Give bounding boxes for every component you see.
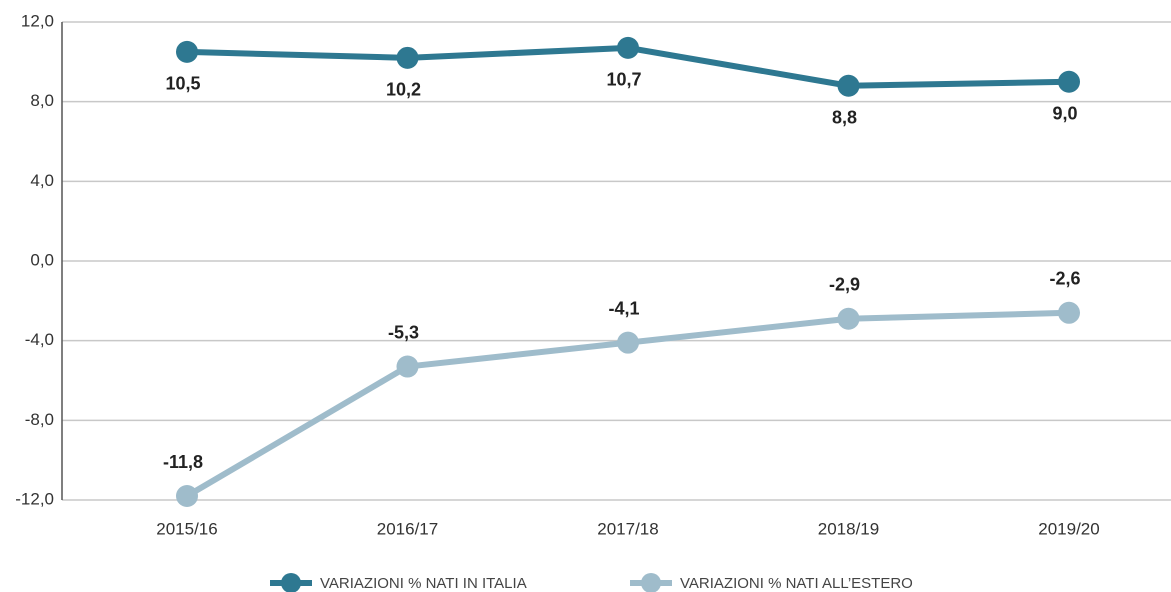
point [396,46,419,69]
value-label: -11,8 [163,452,203,472]
legend-label: VARIAZIONI % NATI ALL’ESTERO [680,575,913,592]
y-tick-label: -4,0 [25,330,54,349]
value-label: -4,1 [608,298,639,318]
y-tick-label: -12,0 [15,489,54,508]
value-label: 9,0 [1052,104,1077,124]
y-tick-label: 8,0 [30,91,54,110]
legend-label: VARIAZIONI % NATI IN ITALIA [320,575,527,592]
value-label: -2,9 [829,275,860,295]
x-tick-label: 2018/19 [818,519,879,538]
y-tick-label: 12,0 [21,11,54,30]
x-tick-label: 2015/16 [156,519,217,538]
value-label: 10,5 [165,74,200,94]
value-label: 10,7 [606,70,641,90]
point [837,307,860,330]
y-tick-label: 4,0 [30,171,54,190]
y-tick-label: 0,0 [30,250,54,269]
value-label: 8,8 [832,107,857,127]
legend-marker [281,573,301,592]
x-tick-label: 2017/18 [597,519,658,538]
value-label: 10,2 [386,80,421,100]
y-tick-label: -8,0 [25,410,54,429]
x-tick-label: 2016/17 [377,519,438,538]
legend-marker [641,573,661,592]
value-label: -2,6 [1049,269,1080,289]
point [617,331,639,354]
value-label: -5,3 [388,322,419,342]
point [176,485,198,508]
point [1058,301,1080,324]
point [176,40,198,63]
point [1058,70,1080,93]
point [396,355,419,378]
point [837,74,860,97]
point [617,36,639,59]
x-tick-label: 2019/20 [1038,519,1099,538]
